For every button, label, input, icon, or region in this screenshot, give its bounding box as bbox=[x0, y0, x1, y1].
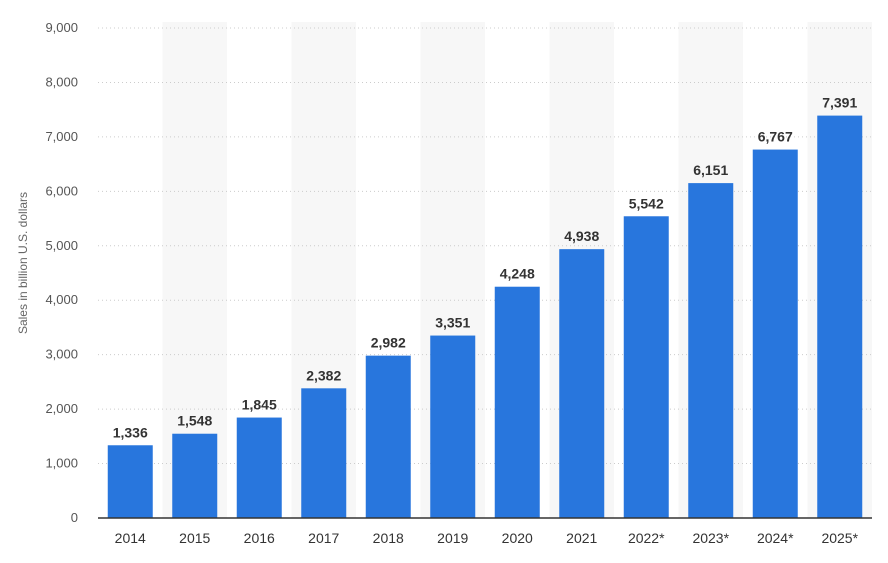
data-label: 1,336 bbox=[113, 424, 148, 440]
bar-2014[interactable] bbox=[107, 445, 153, 518]
x-tick-label: 2025* bbox=[821, 530, 858, 546]
x-tick-label: 2023* bbox=[692, 530, 729, 546]
data-label: 4,248 bbox=[500, 266, 535, 282]
bars bbox=[107, 115, 863, 519]
data-labels: 1,336 1,548 1,845 2,382 2,982 3,351 4,248 4,938… bbox=[113, 95, 858, 441]
y-tick-label: 3,000 bbox=[45, 347, 78, 362]
y-tick-label: 5,000 bbox=[45, 238, 78, 253]
bar-2021[interactable] bbox=[559, 249, 605, 519]
data-label: 2,982 bbox=[371, 335, 406, 351]
bar-2022[interactable] bbox=[623, 216, 669, 518]
data-label: 7,391 bbox=[822, 95, 857, 111]
y-tick-label: 0 bbox=[71, 510, 78, 525]
bar-2019[interactable] bbox=[430, 335, 476, 518]
x-tick-label: 2021 bbox=[566, 530, 597, 546]
x-tick-label: 2019 bbox=[437, 530, 468, 546]
bar-2025[interactable] bbox=[817, 115, 863, 519]
bar-2024[interactable] bbox=[752, 149, 798, 518]
x-tick-label: 2020 bbox=[502, 530, 533, 546]
x-tick-label: 2022* bbox=[628, 530, 665, 546]
x-tick-label: 2018 bbox=[373, 530, 404, 546]
data-label: 5,542 bbox=[629, 195, 664, 211]
x-tick-label: 2024* bbox=[757, 530, 794, 546]
data-label: 4,938 bbox=[564, 228, 599, 244]
y-tick-label: 7,000 bbox=[45, 129, 78, 144]
y-tick-label: 2,000 bbox=[45, 401, 78, 416]
data-label: 6,767 bbox=[758, 129, 793, 145]
y-tick-label: 6,000 bbox=[45, 183, 78, 198]
gridlines bbox=[98, 27, 872, 465]
x-tick-label: 2015 bbox=[179, 530, 210, 546]
y-tick-label: 4,000 bbox=[45, 292, 78, 307]
data-label: 3,351 bbox=[435, 315, 470, 331]
x-axis-ticks: 2014 2015 2016 2017 2018 2019 2020 2021 2022* 202… bbox=[115, 530, 859, 546]
data-label: 2,382 bbox=[306, 367, 341, 383]
data-label: 1,548 bbox=[177, 413, 212, 429]
bar-2017[interactable] bbox=[301, 388, 347, 518]
x-tick-label: 2017 bbox=[308, 530, 339, 546]
y-tick-label: 9,000 bbox=[45, 20, 78, 35]
y-axis-label: Sales in billion U.S. dollars bbox=[16, 192, 30, 334]
bar-2023[interactable] bbox=[688, 183, 734, 518]
y-tick-label: 8,000 bbox=[45, 74, 78, 89]
bar-2018[interactable] bbox=[365, 355, 411, 518]
bar-2016[interactable] bbox=[236, 417, 282, 518]
bar-2020[interactable] bbox=[494, 286, 540, 518]
data-label: 6,151 bbox=[693, 162, 728, 178]
bar-2015[interactable] bbox=[172, 433, 218, 518]
x-tick-label: 2016 bbox=[244, 530, 275, 546]
y-tick-label: 1,000 bbox=[45, 456, 78, 471]
y-axis-ticks: 0 1,000 2,000 3,000 4,000 5,000 6,000 7,000 8,00… bbox=[45, 20, 78, 525]
data-label: 1,845 bbox=[242, 397, 277, 413]
x-tick-label: 2014 bbox=[115, 530, 146, 546]
